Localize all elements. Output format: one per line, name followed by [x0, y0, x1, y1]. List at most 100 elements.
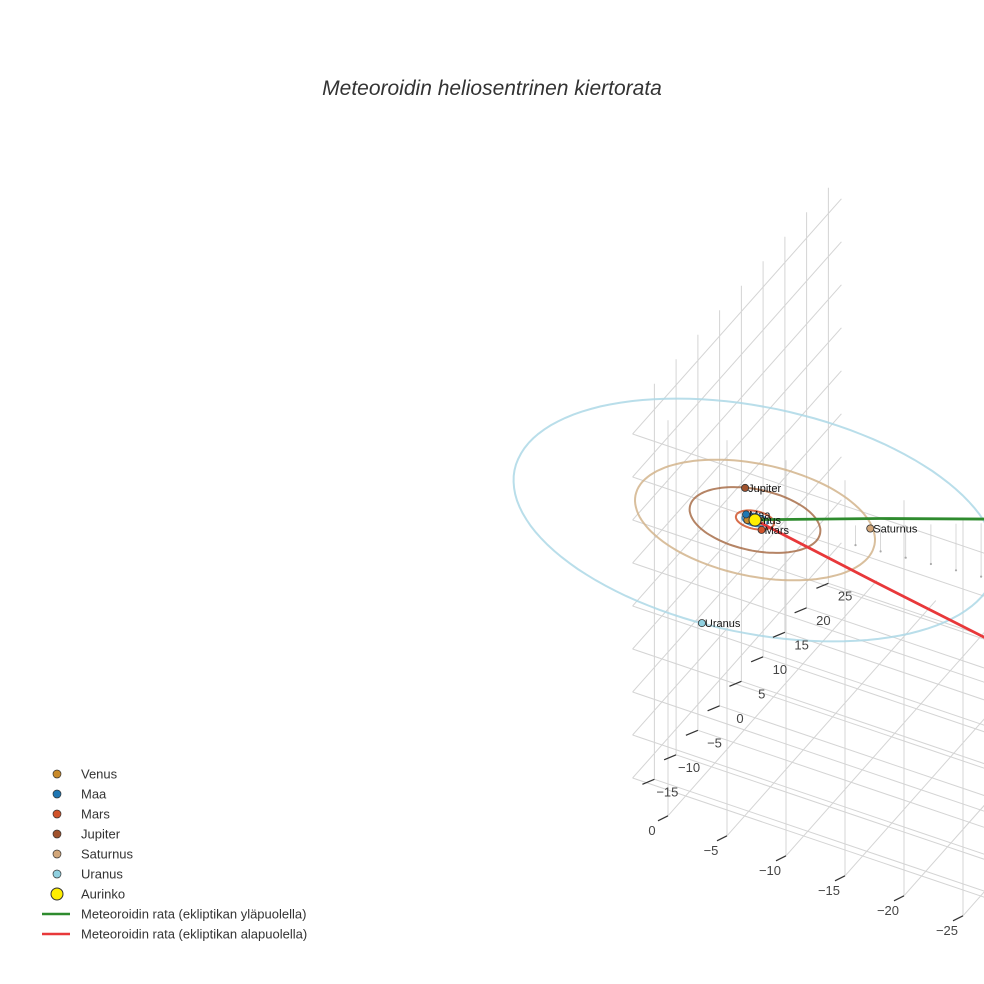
y-tick-mark: [750, 656, 764, 663]
meteoroid-path-above: [753, 517, 984, 522]
planet-jupiter-marker: [741, 483, 750, 492]
floor-grid-line: [762, 656, 984, 733]
orbit-mars: [734, 509, 776, 531]
meteoroid-paths: [753, 517, 984, 639]
left-wall-grid-line: [632, 433, 984, 554]
y-tick-mark: [772, 631, 786, 638]
legend-swatch: [52, 789, 62, 799]
legend-item[interactable]: Aurinko: [50, 887, 125, 902]
legend-item[interactable]: Meteoroidin rata (ekliptikan alapuolella…: [42, 927, 307, 942]
x-tick-mark: [834, 875, 846, 882]
y-tick-mark: [707, 705, 720, 712]
left-wall-grid-line: [632, 734, 984, 855]
x-tick-mark: [952, 915, 964, 922]
projection-foot: [980, 575, 983, 578]
legend-label: Aurinko: [81, 887, 125, 902]
left-wall-grid-line: [632, 562, 984, 683]
legend-item[interactable]: Mars: [52, 807, 110, 822]
x-tick-mark: [775, 855, 787, 862]
back-wall-grid-line: [632, 241, 842, 478]
x-tick-mark: [657, 815, 669, 822]
y-tick-mark: [642, 778, 655, 785]
y-tick-mark: [794, 607, 807, 614]
legend-label: Maa: [81, 787, 107, 802]
y-tick-mark: [663, 754, 677, 761]
planet-uranus-label: Uranus: [705, 618, 741, 630]
left-wall-grid-line: [632, 519, 984, 640]
legend-swatch: [52, 809, 62, 819]
legend-swatch: [52, 829, 62, 839]
projection-stems: [854, 523, 983, 578]
orbit-saturnus: [633, 458, 877, 582]
legend-swatch: [52, 769, 62, 779]
legend[interactable]: Venus Maa Mars Jupiter Saturnus Uranus Aurinko…: [42, 767, 307, 942]
back-wall-grid-line: [632, 542, 842, 779]
back-wall-grid-line: [632, 327, 842, 564]
planet-mars-marker: [757, 525, 766, 534]
floor-grid-line: [741, 680, 984, 765]
legend-label: Meteoroidin rata (ekliptikan alapuolella…: [81, 927, 307, 942]
left-wall-grid-line: [632, 777, 984, 898]
sun-marker: [748, 513, 762, 527]
legend-item[interactable]: Saturnus: [52, 847, 134, 862]
legend-swatch: [50, 887, 64, 901]
projection-foot: [854, 544, 857, 547]
floor-grid-line: [828, 582, 984, 637]
legend-label: Saturnus: [81, 847, 134, 862]
axis-tick-labels: −40−35−30−25−20−15−10−50−15−10−505101520…: [642, 582, 964, 938]
back-wall-grid-line: [632, 198, 842, 435]
floor-grid-line: [675, 754, 984, 860]
left-wall-grid-line: [632, 648, 984, 769]
back-wall-grid-line: [632, 370, 842, 607]
y-tick-label: 5: [758, 686, 765, 701]
y-tick-mark: [816, 582, 829, 589]
legend-item[interactable]: Uranus: [52, 867, 123, 882]
left-wall-grid-line: [632, 605, 984, 726]
floor-grid-line: [962, 891, 984, 917]
y-tick-mark: [729, 680, 742, 687]
orbit-uranus: [512, 397, 984, 643]
x-tick-mark: [893, 895, 905, 902]
left-wall-grid-line: [632, 476, 984, 597]
left-wall-grid-line: [632, 691, 984, 812]
chart-title: Meteoroidin heliosentrinen kiertorata: [322, 77, 662, 100]
legend-swatch: [52, 849, 62, 859]
projection-foot: [929, 562, 933, 566]
legend-item[interactable]: Meteoroidin rata (ekliptikan yläpuolella…: [42, 907, 306, 922]
legend-item[interactable]: Jupiter: [52, 827, 121, 842]
y-tick-label: 0: [736, 711, 743, 726]
floor-grid-line: [719, 705, 984, 796]
legend-swatch: [52, 869, 62, 879]
floor-grid-line: [806, 607, 984, 669]
planet-uranus-marker: [697, 619, 706, 628]
x-tick-label: −10: [759, 863, 781, 878]
y-tick-mark: [685, 729, 699, 736]
y-tick-label: 15: [794, 637, 808, 652]
y-tick-label: 10: [773, 662, 787, 677]
projection-foot: [954, 569, 958, 572]
meteoroid-path-below: [753, 518, 984, 639]
y-tick-label: −15: [656, 784, 678, 799]
legend-label: Mars: [81, 807, 110, 822]
x-tick-label: −15: [818, 883, 840, 898]
back-wall-grid-line: [632, 413, 842, 650]
floor-grid-line: [844, 718, 984, 877]
legend-item[interactable]: Venus: [52, 767, 118, 782]
legend-label: Venus: [81, 767, 118, 782]
axes-grid: [632, 187, 984, 917]
projection-foot: [879, 550, 882, 553]
planet-mars-label: Mars: [765, 525, 790, 537]
floor-grid-line: [654, 778, 984, 892]
y-tick-label: −5: [707, 735, 722, 750]
y-tick-label: −10: [678, 760, 700, 775]
planet-saturnus-label: Saturnus: [873, 524, 918, 536]
x-tick-label: −5: [704, 843, 719, 858]
back-wall-grid-line: [632, 499, 842, 736]
legend-label: Jupiter: [81, 827, 121, 842]
planet-maa-marker: [742, 510, 751, 519]
floor-grid-line: [784, 631, 984, 701]
legend-label: Meteoroidin rata (ekliptikan yläpuolella…: [81, 907, 306, 922]
legend-item[interactable]: Maa: [52, 787, 107, 802]
